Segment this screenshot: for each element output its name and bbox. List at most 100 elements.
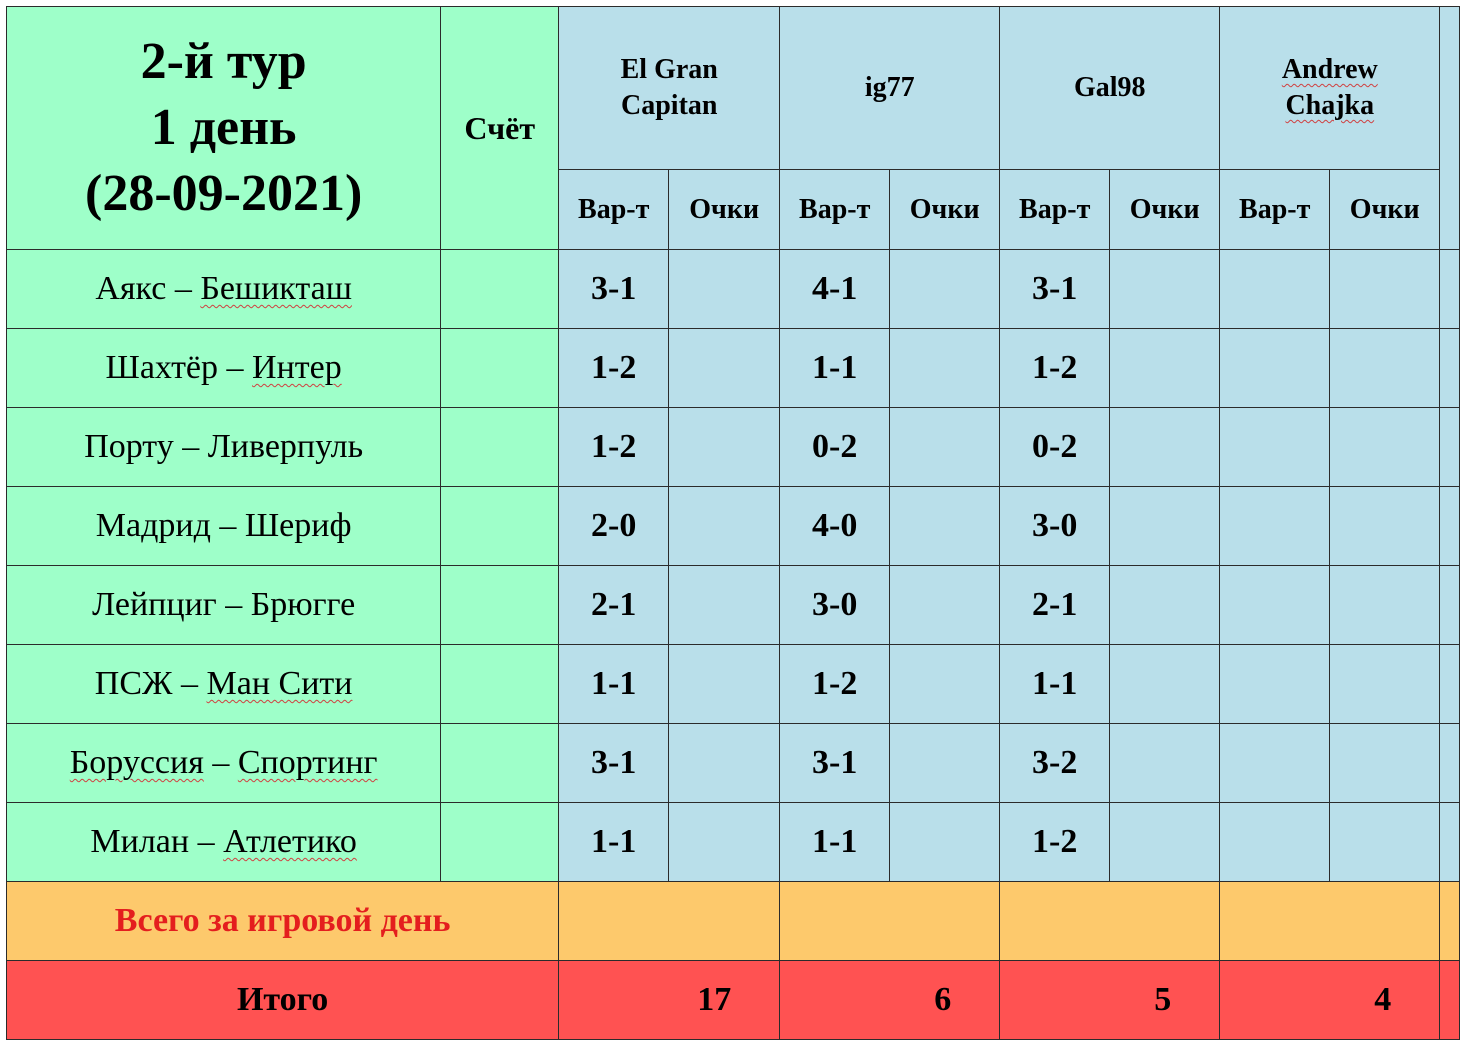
points-cell[interactable] [889, 723, 1001, 803]
points-cell[interactable] [1329, 644, 1441, 724]
bet-cell[interactable]: 3-2 [999, 723, 1111, 803]
points-cell[interactable] [668, 407, 781, 487]
bet-cell[interactable] [1219, 565, 1331, 645]
points-cell[interactable] [1109, 486, 1221, 566]
prediction-table: 2-й тур 1 день (28-09-2021) Счёт El Gran… [5, 6, 1460, 1040]
player-name: Andrew [1281, 54, 1378, 85]
grand-total-value: 17 [558, 960, 781, 1040]
points-cell[interactable] [889, 328, 1001, 408]
bet-cell[interactable]: 3-0 [999, 486, 1111, 566]
home-team: Боруссия [69, 744, 204, 781]
date-title: (28-09-2021) [85, 165, 363, 222]
points-cell[interactable] [1329, 328, 1441, 408]
points-cell[interactable] [889, 249, 1001, 329]
variant-header: Вар-т [558, 169, 670, 250]
match-name-cell: Аякс – Бешикташ [5, 249, 442, 329]
bet-cell[interactable]: 0-2 [779, 407, 891, 487]
match-score-cell[interactable] [440, 407, 560, 487]
points-cell[interactable] [668, 249, 781, 329]
points-cell[interactable] [1109, 249, 1221, 329]
player-name: ig77 [864, 72, 915, 103]
points-cell[interactable] [1329, 249, 1441, 329]
points-cell[interactable] [668, 723, 781, 803]
bet-cell[interactable]: 4-0 [779, 486, 891, 566]
home-team: Порту [84, 428, 174, 465]
day-total-cell [558, 881, 781, 961]
points-cell[interactable] [1109, 328, 1221, 408]
bet-cell[interactable]: 3-1 [558, 249, 670, 329]
variant-header: Вар-т [779, 169, 891, 250]
points-cell[interactable] [668, 486, 781, 566]
next-column-edge [1439, 6, 1460, 250]
bet-cell[interactable] [1219, 249, 1331, 329]
bet-cell[interactable] [1219, 723, 1331, 803]
next-column-edge [1439, 723, 1460, 803]
match-score-cell[interactable] [440, 328, 560, 408]
home-team: Милан [90, 823, 190, 860]
points-cell[interactable] [889, 802, 1001, 882]
points-cell[interactable] [1109, 407, 1221, 487]
match-score-cell[interactable] [440, 802, 560, 882]
bet-cell[interactable]: 1-2 [999, 328, 1111, 408]
variant-header: Вар-т [1219, 169, 1331, 250]
bet-cell[interactable]: 3-0 [779, 565, 891, 645]
points-cell[interactable] [1329, 802, 1441, 882]
match-score-cell[interactable] [440, 249, 560, 329]
points-cell[interactable] [889, 565, 1001, 645]
points-cell[interactable] [889, 644, 1001, 724]
bet-cell[interactable]: 2-1 [999, 565, 1111, 645]
bet-cell[interactable] [1219, 407, 1331, 487]
bet-cell[interactable] [1219, 644, 1331, 724]
bet-cell[interactable]: 3-1 [999, 249, 1111, 329]
points-cell[interactable] [1109, 723, 1221, 803]
bet-cell[interactable] [1219, 328, 1331, 408]
match-score-cell[interactable] [440, 565, 560, 645]
bet-cell[interactable] [1219, 802, 1331, 882]
away-team: Ливерпуль [207, 428, 364, 465]
points-header: Очки [1109, 169, 1221, 250]
next-column-edge [1439, 328, 1460, 408]
score-header: Счёт [440, 6, 560, 250]
points-cell[interactable] [1329, 486, 1441, 566]
day-total-row: Всего за игровой день [5, 881, 1460, 961]
points-cell[interactable] [668, 328, 781, 408]
bet-cell[interactable]: 0-2 [999, 407, 1111, 487]
bet-cell[interactable]: 1-1 [779, 328, 891, 408]
points-cell[interactable] [1329, 407, 1441, 487]
bet-cell[interactable]: 3-1 [558, 723, 670, 803]
home-team: ПСЖ [94, 665, 173, 702]
bet-cell[interactable]: 1-1 [558, 802, 670, 882]
points-cell[interactable] [1109, 565, 1221, 645]
bet-cell[interactable]: 1-1 [779, 802, 891, 882]
team-separator: – [189, 823, 224, 860]
points-cell[interactable] [1329, 565, 1441, 645]
points-header: Очки [889, 169, 1001, 250]
points-cell[interactable] [889, 486, 1001, 566]
match-row: Порту – Ливерпуль 1-2 0-2 0-2 [5, 407, 1460, 487]
match-score-cell[interactable] [440, 486, 560, 566]
bet-cell[interactable]: 1-1 [558, 644, 670, 724]
bet-cell[interactable]: 1-2 [558, 328, 670, 408]
bet-cell[interactable]: 1-2 [999, 802, 1111, 882]
player-name: El Gran [620, 54, 718, 85]
points-cell[interactable] [668, 565, 781, 645]
bet-cell[interactable]: 1-2 [558, 407, 670, 487]
bet-cell[interactable] [1219, 486, 1331, 566]
match-score-cell[interactable] [440, 723, 560, 803]
points-cell[interactable] [1109, 802, 1221, 882]
points-cell[interactable] [1109, 644, 1221, 724]
bet-cell[interactable]: 2-1 [558, 565, 670, 645]
match-name-cell: Порту – Ливерпуль [5, 407, 442, 487]
player-header-4: Andrew Chajka [1219, 6, 1441, 170]
match-score-cell[interactable] [440, 644, 560, 724]
bet-cell[interactable]: 2-0 [558, 486, 670, 566]
points-cell[interactable] [889, 407, 1001, 487]
team-separator: – [173, 428, 208, 465]
bet-cell[interactable]: 3-1 [779, 723, 891, 803]
points-cell[interactable] [668, 802, 781, 882]
bet-cell[interactable]: 1-1 [999, 644, 1111, 724]
bet-cell[interactable]: 1-2 [779, 644, 891, 724]
points-cell[interactable] [668, 644, 781, 724]
bet-cell[interactable]: 4-1 [779, 249, 891, 329]
points-cell[interactable] [1329, 723, 1441, 803]
